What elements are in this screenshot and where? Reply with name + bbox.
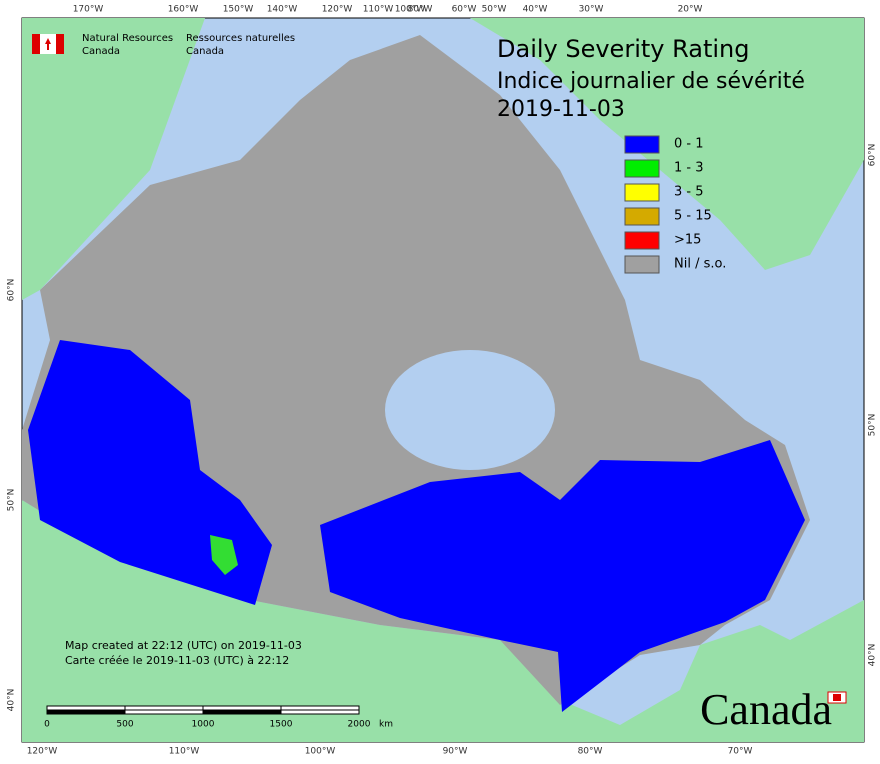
graticule-label: 50°W — [482, 5, 507, 15]
legend-swatch — [624, 231, 660, 250]
hudson-bay — [385, 350, 555, 470]
wordmark: Canada — [700, 685, 832, 734]
scale-segment — [280, 705, 360, 711]
graticule-label: 160°W — [168, 5, 199, 15]
scale-segment — [202, 705, 282, 711]
graticule-label: 110°W — [169, 747, 200, 757]
flag-leaf — [45, 38, 51, 50]
scale-segment — [280, 709, 360, 715]
legend-swatch — [624, 207, 660, 226]
legend-label: 5 - 15 — [674, 209, 712, 224]
scale-segment — [46, 709, 126, 715]
graticule-label: 150°W — [223, 5, 254, 15]
graticule-label: 60°W — [452, 5, 477, 15]
graticule-label: 40°N — [7, 689, 17, 712]
graticule-label: 120°W — [27, 747, 58, 757]
title: Indice journalier de sévérité — [497, 69, 805, 94]
org-fr: Ressources naturelles — [186, 33, 295, 44]
graticule-label: 80°W — [408, 5, 433, 15]
graticule-label: 90°W — [443, 747, 468, 757]
footer: Carte créée le 2019-11-03 (UTC) à 22:12 — [65, 654, 289, 667]
scale-label: 0 — [44, 720, 50, 730]
scale-segment — [124, 709, 204, 715]
graticule-label: 20°W — [678, 5, 703, 15]
graticule-label: 50°N — [868, 414, 878, 437]
scale-segment — [124, 705, 204, 711]
title: Daily Severity Rating — [497, 35, 749, 63]
flag-bar — [32, 34, 40, 54]
graticule-label: 30°W — [579, 5, 604, 15]
graticule-label: 40°W — [523, 5, 548, 15]
legend-label: 1 - 3 — [674, 161, 704, 176]
org-en: Natural Resources — [82, 33, 173, 44]
graticule-label: 50°N — [7, 489, 17, 512]
scale-unit: km — [379, 720, 393, 730]
greenland — [470, 18, 864, 270]
wordmark-flag-leaf — [833, 694, 841, 701]
legend-swatch — [624, 255, 660, 274]
scale-label: 2000 — [348, 720, 371, 730]
legend-label: Nil / s.o. — [674, 257, 726, 272]
graticule-label: 110°W — [363, 5, 394, 15]
graticule-label: 100°W — [305, 747, 336, 757]
alaska — [22, 18, 205, 300]
graticule-label: 120°W — [322, 5, 353, 15]
graticule-label: 60°N — [868, 144, 878, 167]
scale-segment — [202, 709, 282, 715]
footer: Map created at 22:12 (UTC) on 2019-11-03 — [65, 639, 302, 652]
east-region — [320, 440, 805, 712]
legend-swatch — [624, 135, 660, 154]
graticule-label: 170°W — [73, 5, 104, 15]
legend-swatch — [624, 183, 660, 202]
org-fr: Canada — [186, 46, 224, 57]
legend-swatch — [624, 159, 660, 178]
usa — [22, 500, 864, 742]
legend-label: 3 - 5 — [674, 185, 704, 200]
graticule-label: 140°W — [267, 5, 298, 15]
org-en: Canada — [82, 46, 120, 57]
graticule-label: 70°W — [728, 747, 753, 757]
flag-bar — [56, 34, 64, 54]
green-patch — [210, 535, 238, 575]
scale-segment — [46, 705, 126, 711]
legend-label: 0 - 1 — [674, 137, 704, 152]
scale-label: 1500 — [270, 720, 293, 730]
graticule-label: 40°N — [868, 644, 878, 667]
graticule-label: 80°W — [578, 747, 603, 757]
scale-label: 500 — [116, 720, 133, 730]
title: 2019-11-03 — [497, 97, 625, 122]
scale-label: 1000 — [192, 720, 215, 730]
graticule-label: 100°W — [395, 5, 426, 15]
graticule-label: 60°N — [7, 279, 17, 302]
legend-label: >15 — [674, 233, 701, 248]
